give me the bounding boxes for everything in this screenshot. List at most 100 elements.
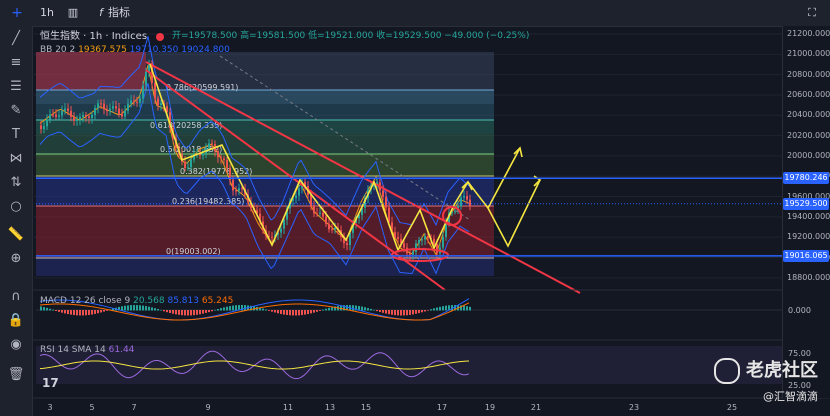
rsi-value: 61.44 xyxy=(108,345,135,355)
candle-body xyxy=(211,143,213,145)
fib-level-label: 0.5(20018.652) xyxy=(160,145,222,154)
candle-body xyxy=(238,188,240,191)
candle-body xyxy=(343,236,345,244)
zoom-icon[interactable]: ⊕ xyxy=(10,251,22,266)
candle-body xyxy=(67,108,69,111)
fullscreen-icon[interactable]: ⛶ xyxy=(808,6,816,19)
macd-bar xyxy=(181,310,183,316)
candle-body xyxy=(82,115,84,117)
macd-bar xyxy=(139,305,141,311)
macd-bar xyxy=(424,310,426,312)
rsi-title: RSI 14 SMA 14 xyxy=(40,345,106,355)
candle-body xyxy=(325,216,327,224)
macd-bar xyxy=(364,307,366,311)
macd-bar xyxy=(142,305,144,311)
candle-body xyxy=(358,214,360,219)
macd-bar xyxy=(304,310,306,315)
macd-bar xyxy=(52,309,54,311)
magnet-icon[interactable]: ∩ xyxy=(11,289,21,304)
macd-bar xyxy=(250,305,252,311)
candle-body xyxy=(241,188,243,190)
macd-bar xyxy=(433,308,435,311)
candle-body xyxy=(442,236,444,248)
macd-bar xyxy=(454,305,456,311)
macd-bar xyxy=(220,308,222,311)
eye-icon[interactable]: ◉ xyxy=(10,337,22,352)
macd-bar xyxy=(298,310,300,316)
fib-tool-icon[interactable]: ☰ xyxy=(10,79,22,94)
macd-bar xyxy=(292,310,294,316)
fib-level-label: 0(19003.002) xyxy=(166,247,221,256)
macd-bar xyxy=(346,305,348,311)
fib-labels: 0.236(19482.385) 0.382(19778.952) 0.5(2001… xyxy=(150,83,252,256)
candle-body xyxy=(415,243,417,252)
lock-icon[interactable]: 🔒 xyxy=(7,313,25,328)
candle-body xyxy=(349,232,351,245)
candle-body xyxy=(352,222,354,233)
price-tick: 20800.000 xyxy=(787,69,830,79)
candle-body xyxy=(46,119,48,127)
price-tick: 20400.000 xyxy=(787,110,830,120)
ruler-icon[interactable]: 📏 xyxy=(7,227,25,242)
candle-body xyxy=(115,106,117,109)
macd-bar xyxy=(175,310,177,315)
macd-bar xyxy=(463,305,465,311)
candle-body xyxy=(319,212,321,214)
macd-bar xyxy=(145,306,147,311)
candle-body xyxy=(466,196,468,200)
line-tool-icon[interactable]: ╱ xyxy=(12,31,20,46)
macd-bar xyxy=(190,310,192,316)
top-toolbar: + 1h ▥ f 指标 ⛶ xyxy=(0,0,830,27)
macd-bar xyxy=(61,310,63,313)
macd-zero-label: 0.000 xyxy=(788,306,811,315)
circle-tool-icon[interactable]: ○ xyxy=(10,199,22,214)
time-tick: 19 xyxy=(485,403,495,412)
macd-bar xyxy=(235,305,237,311)
price-axis[interactable]: 21200.000 21000.000 20800.000 20600.000 2040… xyxy=(782,26,830,398)
candle-body xyxy=(268,235,270,237)
candle-body xyxy=(76,119,78,121)
channel-tool-icon[interactable]: ≡ xyxy=(10,55,22,70)
trash-icon[interactable]: 🗑 xyxy=(7,367,25,382)
macd-bar xyxy=(469,306,471,311)
macd-bar xyxy=(400,310,402,316)
candle-body xyxy=(313,205,315,214)
candle-body xyxy=(316,213,318,215)
macd-bar xyxy=(358,305,360,311)
candles-icon[interactable]: ▥ xyxy=(67,6,79,19)
downtrend-line-lower xyxy=(145,69,446,291)
tradingview-logo: 17 xyxy=(42,376,59,390)
text-tool-icon[interactable]: T xyxy=(12,127,20,142)
fx-icon[interactable]: f xyxy=(99,6,103,19)
candle-body xyxy=(157,98,159,106)
candle-body xyxy=(295,195,297,199)
macd-bar xyxy=(442,306,444,311)
forecast-tool-icon[interactable]: ⇅ xyxy=(10,175,22,190)
macd-bar xyxy=(445,305,447,311)
macd-bar xyxy=(373,309,375,311)
candle-body xyxy=(283,219,285,229)
candle-body xyxy=(199,154,201,156)
candle-body xyxy=(148,63,150,72)
pattern-tool-icon[interactable]: ⋈ xyxy=(9,151,23,166)
macd-bar xyxy=(157,309,159,311)
crosshair-icon[interactable]: + xyxy=(11,5,23,21)
interval-selector[interactable]: 1h xyxy=(40,6,54,19)
candle-body xyxy=(136,101,138,103)
macd-bar xyxy=(274,310,276,313)
candle-body xyxy=(208,143,210,148)
brush-tool-icon[interactable]: ✎ xyxy=(10,103,22,118)
rsi-band xyxy=(36,346,782,384)
macd-bar xyxy=(352,305,354,311)
indicators-button[interactable]: 指标 xyxy=(108,6,130,19)
macd-bar xyxy=(385,310,387,314)
candle-body xyxy=(331,229,333,231)
candle-body xyxy=(145,71,147,86)
macd-bar xyxy=(172,310,174,314)
macd-bar xyxy=(328,307,330,311)
price-tick: 19200.000 xyxy=(787,232,830,242)
price-tick: 21000.000 xyxy=(787,49,830,59)
macd-bar xyxy=(418,310,420,314)
macd-bar xyxy=(322,309,324,311)
